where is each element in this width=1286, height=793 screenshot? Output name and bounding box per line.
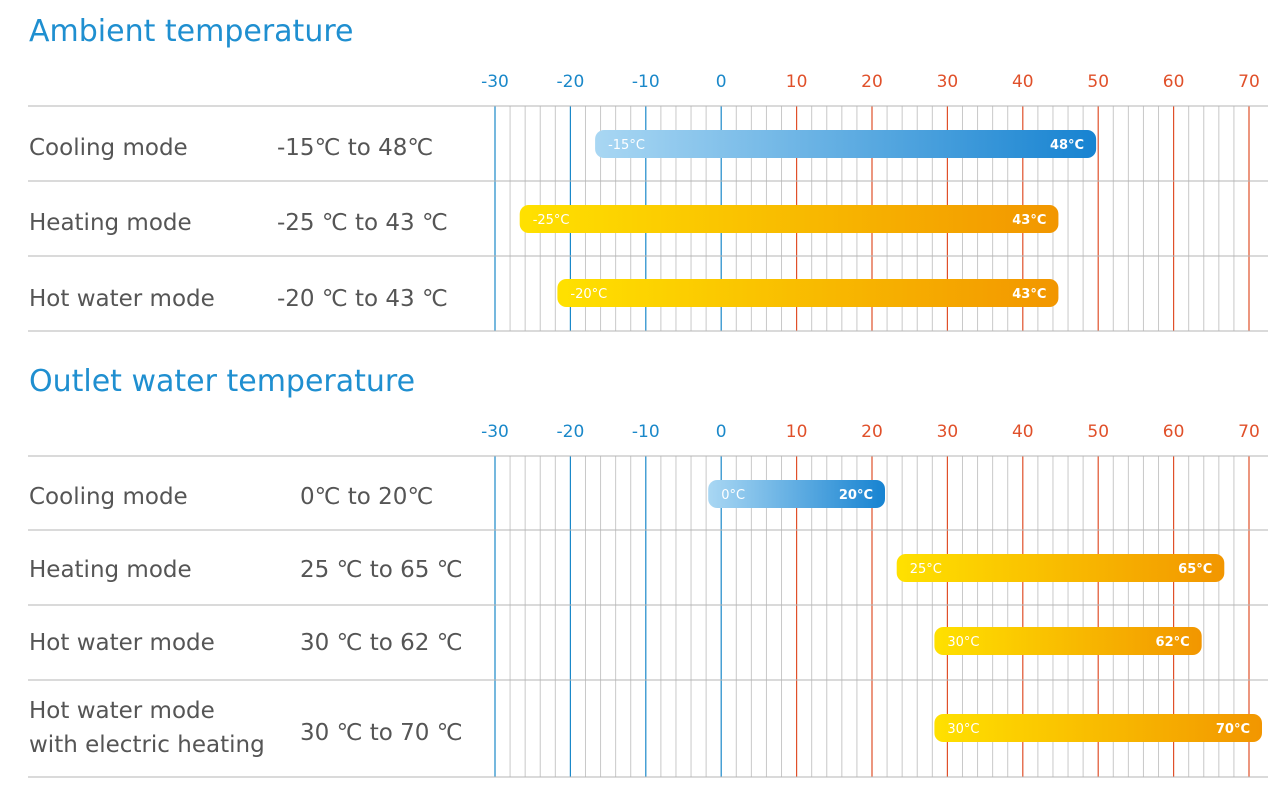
tick-label: 30 [937, 422, 959, 442]
tick-label: -10 [632, 72, 660, 92]
section-title: Ambient temperature [29, 14, 354, 49]
tick-label: 10 [786, 72, 808, 92]
range-end-label: 48°C [1050, 138, 1084, 153]
ambient-section: Ambient temperature Cooling mode -15℃ to… [0, 0, 1286, 340]
tick-label: 30 [937, 72, 959, 92]
tick-label: 20 [861, 72, 883, 92]
range-end-label: 62°C [1156, 635, 1190, 650]
range-start-label: -25°C [533, 213, 570, 228]
range-start-label: 25°C [910, 562, 942, 577]
tick-label: -30 [481, 72, 509, 92]
tick-label: 40 [1012, 422, 1034, 442]
row-range-text: -25 ℃ to 43 ℃ [277, 210, 448, 236]
tick-label: 60 [1163, 72, 1185, 92]
row-label: Heating mode [29, 210, 192, 236]
range-bar [708, 480, 885, 508]
range-end-label: 65°C [1178, 562, 1212, 577]
range-bar [896, 554, 1225, 582]
row-range-text: -15℃ to 48℃ [277, 135, 434, 161]
range-bar [934, 714, 1262, 742]
tick-label: 50 [1087, 422, 1109, 442]
tick-label: 0 [716, 72, 727, 92]
range-bar [595, 130, 1097, 158]
range-end-label: 70°C [1216, 722, 1250, 737]
row-label: Cooling mode [29, 135, 188, 161]
range-bar [519, 205, 1059, 233]
tick-label: 20 [861, 422, 883, 442]
range-start-label: 30°C [947, 635, 979, 650]
row-range-text: 0℃ to 20℃ [300, 484, 434, 510]
tick-label: 60 [1163, 422, 1185, 442]
tick-label: 40 [1012, 72, 1034, 92]
tick-label: -30 [481, 422, 509, 442]
tick-label: -10 [632, 422, 660, 442]
row-label: Hot water mode [29, 630, 215, 656]
row-label: Hot water mode with electric heating [29, 698, 265, 758]
range-bar [557, 279, 1059, 307]
range-end-label: 43°C [1012, 213, 1046, 228]
row-range-text: 30 ℃ to 70 ℃ [300, 720, 463, 746]
tick-label: 0 [716, 422, 727, 442]
row-range-text: 25 ℃ to 65 ℃ [300, 557, 463, 583]
range-start-label: -15°C [608, 138, 645, 153]
tick-label: 70 [1238, 72, 1260, 92]
tick-label: 70 [1238, 422, 1260, 442]
range-start-label: 30°C [947, 722, 979, 737]
tick-label: 50 [1087, 72, 1109, 92]
tick-label: -20 [557, 422, 585, 442]
section-title: Outlet water temperature [29, 364, 416, 399]
row-range-text: -20 ℃ to 43 ℃ [277, 286, 448, 312]
tick-label: 10 [786, 422, 808, 442]
row-label: Hot water mode [29, 286, 215, 312]
range-bar [934, 627, 1202, 655]
row-label: Heating mode [29, 557, 192, 583]
tick-label: -20 [557, 72, 585, 92]
range-start-label: 0°C [721, 488, 745, 503]
range-end-label: 43°C [1012, 287, 1046, 302]
range-end-label: 20°C [839, 488, 873, 503]
row-range-text: 30 ℃ to 62 ℃ [300, 630, 463, 656]
row-label: Cooling mode [29, 484, 188, 510]
range-start-label: -20°C [570, 287, 607, 302]
